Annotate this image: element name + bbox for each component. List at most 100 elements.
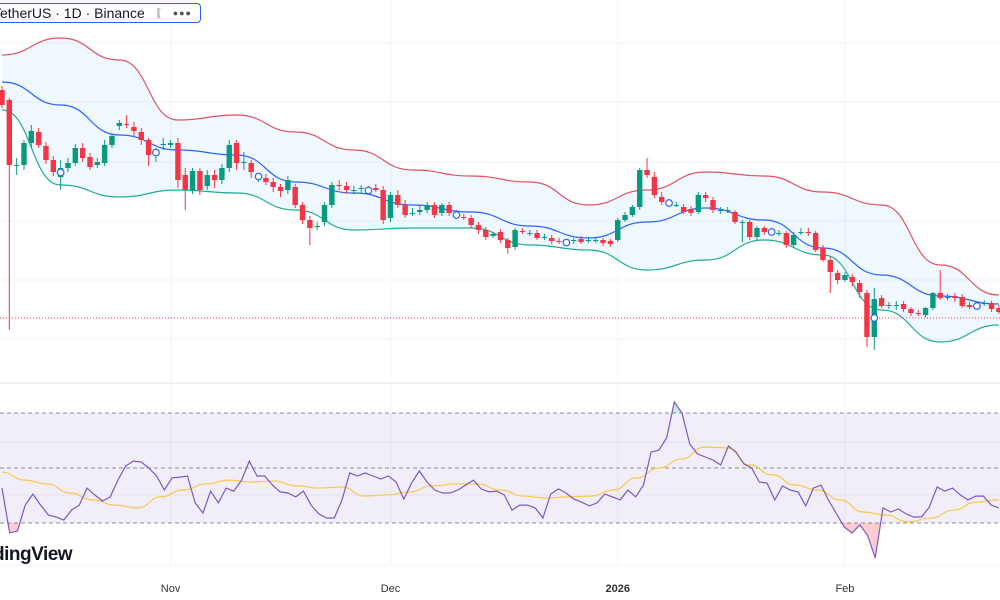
time-axis[interactable]: Nov Dec 2026 Feb (161, 583, 855, 595)
signal-marker (562, 238, 571, 247)
candle-body (380, 190, 386, 220)
bb-basis-line (1, 81, 999, 305)
candle (930, 292, 936, 310)
candle-body (578, 239, 584, 242)
candle-body (409, 213, 416, 214)
flag-icon[interactable] (156, 7, 161, 19)
candle-body (893, 305, 899, 306)
candle (123, 115, 130, 128)
candle (351, 186, 357, 194)
signal-marker (254, 172, 263, 181)
candle (468, 215, 474, 228)
candle-body (937, 293, 943, 298)
candle-body (812, 233, 819, 250)
candle (395, 190, 401, 208)
x-tick-label: 2026 (605, 583, 629, 595)
candle (6, 98, 13, 330)
candle (358, 185, 364, 194)
candle-body (211, 175, 218, 180)
candle (145, 138, 152, 166)
candle-body (505, 240, 511, 248)
candle (856, 280, 863, 298)
candle (805, 228, 811, 236)
candle (497, 229, 504, 243)
candle-body (248, 163, 254, 172)
candle-body (512, 230, 518, 247)
candle-body (483, 230, 489, 237)
candle (505, 238, 511, 254)
candle-body (981, 303, 987, 304)
signal-marker (870, 314, 879, 322)
candle-body (219, 168, 225, 180)
candle (343, 182, 350, 194)
more-horizontal-icon[interactable]: ●●● (172, 8, 192, 18)
candle-body (651, 177, 658, 195)
candle (219, 164, 225, 184)
candle (65, 158, 71, 172)
candle-body (138, 132, 144, 140)
candle-body (123, 124, 130, 125)
candle-body (424, 205, 430, 210)
candle-body (131, 127, 137, 131)
symbol-legend[interactable]: TetherUS · 1D · Binance ●●● (0, 3, 201, 23)
signal-marker (767, 228, 776, 236)
candle-body (13, 165, 20, 166)
candle-body (556, 241, 562, 242)
bb-fill (2, 38, 999, 342)
candle (321, 202, 328, 226)
candle-body (50, 160, 57, 172)
candle-body (351, 190, 357, 191)
candle (659, 192, 665, 205)
candle (695, 192, 702, 214)
candle (21, 140, 27, 170)
candle (739, 220, 746, 242)
candle-body (226, 145, 232, 168)
candle-body (431, 205, 438, 215)
candle (812, 231, 819, 252)
candle (651, 172, 658, 198)
candle-body (615, 220, 621, 240)
candle (878, 295, 885, 308)
candle-body (922, 308, 929, 315)
candle-body (754, 228, 760, 237)
candle (292, 184, 298, 208)
candle-body (87, 157, 93, 167)
candle (409, 208, 416, 216)
candle (197, 168, 203, 195)
candle (549, 235, 555, 244)
candle (417, 205, 423, 215)
rsi-ma-line (1, 446, 999, 523)
candle-body (314, 226, 320, 227)
candle (710, 197, 716, 213)
candle (702, 192, 709, 202)
candle (241, 152, 247, 170)
candle-body (988, 303, 995, 309)
candle (373, 184, 379, 192)
candle-body (827, 260, 833, 272)
candle (820, 245, 826, 262)
candle-body (695, 195, 702, 212)
signal-marker (364, 186, 373, 195)
bb-upper-line (1, 37, 999, 296)
candle (490, 232, 496, 238)
candle-body (307, 220, 313, 228)
candle-body (79, 148, 86, 158)
candle-body (593, 240, 599, 241)
candle-body (446, 205, 452, 213)
grid (0, 0, 1000, 566)
tradingview-logo[interactable]: TradingView (0, 544, 73, 565)
candle-body (732, 212, 738, 222)
candle (798, 228, 804, 235)
candle-body (820, 248, 826, 260)
bb-lower-line (1, 109, 999, 343)
candle-body (270, 182, 276, 187)
candle (527, 230, 533, 236)
candle-body (336, 185, 342, 186)
candle (790, 232, 797, 248)
candle (761, 226, 768, 235)
candle (336, 180, 342, 190)
candle (680, 204, 687, 214)
candle (688, 206, 694, 216)
candle (944, 294, 951, 300)
